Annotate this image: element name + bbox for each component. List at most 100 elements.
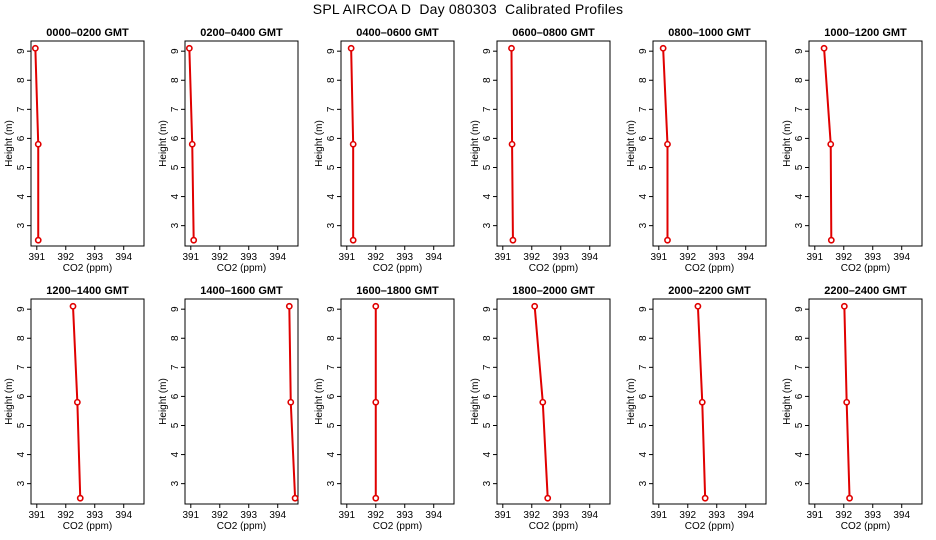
data-point: [185, 44, 193, 52]
panel-7: 1200–1400 GMT 391 392 393 394 3 4 5 6 7 8 9 CO2 (ppm…: [4, 285, 145, 532]
y-tick-label: 5: [326, 422, 337, 428]
y-tick-label: 6: [638, 393, 649, 399]
panel-2: 0200–0400 GMT 391 392 393 394 3 4 5 6 7 8 9 CO2 (ppm…: [158, 27, 299, 274]
x-tick-label: 392: [523, 510, 540, 521]
x-tick-label: 392: [211, 510, 228, 521]
data-point: [659, 44, 667, 52]
data-point: [664, 140, 671, 148]
y-tick-label: 8: [16, 335, 27, 341]
y-tick-label: 9: [326, 306, 337, 312]
y-tick-label: 9: [16, 48, 27, 54]
x-tick-label: 391: [494, 510, 511, 521]
y-tick-label: 8: [16, 77, 27, 83]
data-point: [698, 398, 706, 406]
x-tick-label: 394: [737, 510, 754, 521]
y-tick-label: 8: [170, 77, 181, 83]
y-tick-label: 7: [170, 364, 181, 370]
panel-title: 1400–1600 GMT: [200, 285, 283, 297]
y-tick-label: 3: [638, 480, 649, 486]
panel-1: 0000–0200 GMT 391 392 393 394 3 4 5 6 7 8 9 CO2 (ppm…: [4, 27, 145, 274]
y-tick-label: 6: [16, 135, 27, 141]
plot-frame: [340, 298, 455, 505]
y-tick-label: 3: [482, 222, 493, 228]
x-tick-label: 391: [650, 252, 667, 263]
x-tick-label: 391: [806, 510, 823, 521]
panel-10: 1800–2000 GMT 391 392 393 394 3 4 5 6 7 8 9 CO2 (ppm…: [470, 285, 611, 532]
y-tick-label: 4: [794, 451, 805, 457]
x-tick-label: 394: [893, 510, 910, 521]
y-tick-label: 8: [638, 77, 649, 83]
y-tick-label: 7: [16, 364, 27, 370]
panel-title: 0600–0800 GMT: [512, 27, 595, 39]
data-point: [285, 302, 293, 310]
x-tick-label: 394: [269, 252, 286, 263]
data-point: [347, 44, 355, 52]
plot-frame: [652, 298, 767, 505]
data-point: [190, 236, 198, 244]
y-tick-label: 5: [638, 422, 649, 428]
data-point: [188, 140, 196, 148]
y-tick-label: 7: [794, 106, 805, 112]
y-tick-label: 3: [794, 222, 805, 228]
x-tick-label: 391: [494, 252, 511, 263]
y-tick-label: 8: [794, 77, 805, 83]
data-point: [34, 236, 42, 244]
y-tick-label: 6: [16, 393, 27, 399]
y-tick-label: 4: [482, 193, 493, 199]
panel-title: 0000–0200 GMT: [46, 27, 129, 39]
panel-title: 2200–2400 GMT: [824, 285, 907, 297]
y-tick-label: 6: [482, 135, 493, 141]
plot-frame: [496, 298, 611, 505]
y-axis-label: Height (m): [782, 378, 793, 425]
panel-9: 1600–1800 GMT 391 392 393 394 3 4 5 6 7 8 9 CO2 (ppm…: [314, 285, 455, 532]
x-tick-label: 393: [240, 510, 257, 521]
x-tick-label: 393: [240, 252, 257, 263]
x-tick-label: 392: [367, 252, 384, 263]
x-tick-label: 394: [893, 252, 910, 263]
x-tick-label: 392: [523, 252, 540, 263]
x-tick-label: 393: [396, 252, 413, 263]
y-tick-label: 3: [16, 480, 27, 486]
x-tick-label: 391: [338, 510, 355, 521]
x-tick-label: 394: [425, 252, 442, 263]
plot-frame: [808, 298, 923, 505]
data-point: [73, 398, 81, 406]
data-point: [827, 236, 835, 244]
x-tick-label: 393: [708, 252, 725, 263]
data-point: [827, 140, 835, 148]
y-tick-label: 7: [638, 364, 649, 370]
y-tick-label: 9: [326, 48, 337, 54]
plot-frame: [184, 40, 299, 247]
y-tick-label: 8: [482, 335, 493, 341]
plot-frame: [808, 40, 923, 247]
x-axis-label: CO2 (ppm): [685, 521, 734, 532]
x-tick-label: 393: [86, 252, 103, 263]
y-tick-label: 9: [16, 306, 27, 312]
x-axis-label: CO2 (ppm): [841, 263, 890, 274]
x-tick-label: 393: [552, 252, 569, 263]
y-tick-label: 7: [326, 106, 337, 112]
y-tick-label: 5: [794, 164, 805, 170]
y-axis-label: Height (m): [626, 378, 637, 425]
plot-frame: [496, 40, 611, 247]
panel-11: 2000–2200 GMT 391 392 393 394 3 4 5 6 7 8 9 CO2 (ppm…: [626, 285, 767, 532]
data-point: [846, 494, 853, 502]
plot-frame: [184, 298, 299, 505]
y-tick-label: 4: [326, 451, 337, 457]
x-tick-label: 391: [182, 252, 199, 263]
y-tick-label: 4: [16, 451, 27, 457]
x-axis-label: CO2 (ppm): [685, 263, 734, 274]
y-tick-label: 4: [482, 451, 493, 457]
y-axis-label: Height (m): [782, 120, 793, 167]
x-tick-label: 392: [367, 510, 384, 521]
y-tick-label: 3: [638, 222, 649, 228]
y-axis-label: Height (m): [314, 378, 325, 425]
x-tick-label: 393: [552, 510, 569, 521]
plot-frame: [30, 298, 145, 505]
figure-title: SPL AIRCOA D Day 080303 Calibrated Profi…: [312, 1, 624, 17]
x-tick-label: 394: [581, 510, 598, 521]
x-axis-label: CO2 (ppm): [63, 521, 112, 532]
x-tick-label: 394: [581, 252, 598, 263]
x-tick-label: 391: [338, 252, 355, 263]
